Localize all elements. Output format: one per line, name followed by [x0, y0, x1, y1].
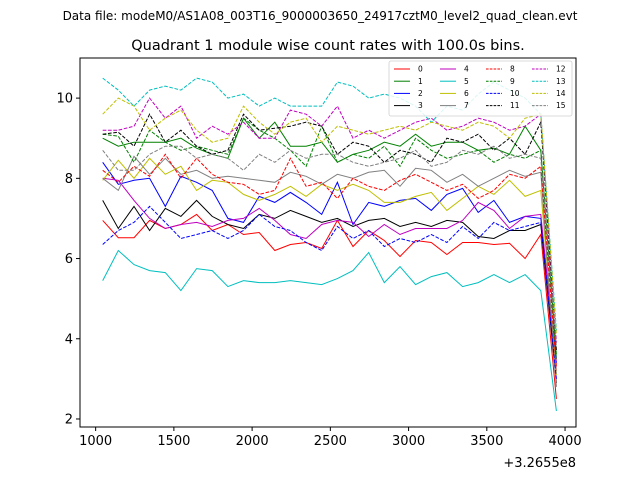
series-line-0	[102, 213, 557, 399]
series-line-15	[102, 145, 557, 347]
series-line-9	[102, 117, 557, 355]
legend-label-5: 5	[464, 77, 469, 86]
series-line-12	[102, 97, 557, 343]
legend-label-11: 11	[510, 101, 520, 110]
series-line-4	[102, 177, 557, 371]
series-line-1	[102, 117, 557, 359]
x-tick-label: 4000	[549, 434, 582, 449]
series-line-11	[102, 113, 557, 351]
series-line-14	[102, 97, 557, 335]
series-line-6	[102, 157, 557, 375]
legend-box	[388, 60, 573, 117]
x-tick-label: 1000	[79, 434, 112, 449]
y-tick-label: 6	[65, 252, 73, 267]
legend-label-14: 14	[556, 89, 566, 98]
y-tick-label: 10	[56, 92, 73, 107]
legend-label-0: 0	[418, 65, 423, 74]
x-tick-label: 2500	[314, 434, 347, 449]
x-tick-label: 3500	[470, 434, 503, 449]
y-tick-label: 8	[65, 172, 73, 187]
legend-label-15: 15	[556, 101, 566, 110]
legend-label-6: 6	[464, 89, 469, 98]
legend-label-1: 1	[418, 77, 423, 86]
series-line-7	[102, 155, 557, 387]
series-line-3	[102, 199, 557, 383]
legend-label-4: 4	[464, 65, 469, 74]
legend-label-3: 3	[418, 101, 423, 110]
x-axis: 1000 1500 2000 2500 3000 3500 4000	[79, 427, 582, 449]
x-tick-label: 3000	[392, 434, 425, 449]
series-line-8	[102, 153, 557, 367]
y-axis: 2 4 6 8 10	[56, 92, 80, 427]
series-line-2	[102, 162, 557, 363]
y-tick-label: 4	[65, 332, 73, 347]
legend-label-13: 13	[556, 77, 566, 86]
legend-label-8: 8	[510, 65, 515, 74]
legend-label-10: 10	[510, 89, 520, 98]
plot-lines	[102, 77, 557, 412]
x-offset-label: +3.2655e8	[503, 456, 576, 471]
legend-label-9: 9	[510, 77, 515, 86]
figure-suptitle: Data file: modeM0/AS1A08_003T16_90000036…	[63, 9, 578, 23]
chart-title: Quadrant 1 module wise count rates with …	[131, 38, 525, 54]
x-tick-label: 2000	[236, 434, 269, 449]
y-tick-label: 2	[65, 412, 73, 427]
legend-label-2: 2	[418, 89, 423, 98]
legend-label-12: 12	[556, 65, 566, 74]
plot-frame	[79, 57, 577, 428]
series-line-5	[102, 249, 557, 412]
legend-label-7: 7	[464, 101, 469, 110]
x-tick-label: 1500	[157, 434, 190, 449]
series-line-10	[102, 205, 557, 379]
